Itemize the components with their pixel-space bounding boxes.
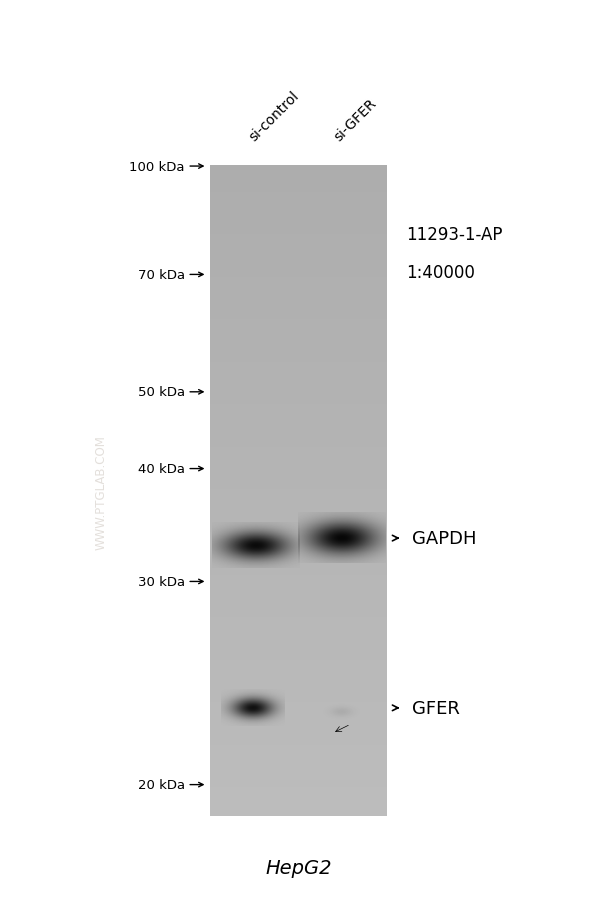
Text: GAPDH: GAPDH <box>412 529 476 548</box>
Text: GFER: GFER <box>412 699 459 717</box>
Text: 20 kDa: 20 kDa <box>138 778 185 791</box>
Text: 11293-1-AP: 11293-1-AP <box>406 226 502 244</box>
Text: 70 kDa: 70 kDa <box>138 269 185 281</box>
Text: 50 kDa: 50 kDa <box>138 386 185 399</box>
Text: HepG2: HepG2 <box>265 858 332 878</box>
Text: 30 kDa: 30 kDa <box>138 575 185 588</box>
Text: si-control: si-control <box>246 89 301 144</box>
Text: WWW.PTGLAB.COM: WWW.PTGLAB.COM <box>94 434 107 549</box>
Text: 100 kDa: 100 kDa <box>129 161 185 173</box>
Text: 40 kDa: 40 kDa <box>138 463 185 475</box>
Text: si-GFER: si-GFER <box>332 97 379 144</box>
Text: 1:40000: 1:40000 <box>406 263 475 281</box>
